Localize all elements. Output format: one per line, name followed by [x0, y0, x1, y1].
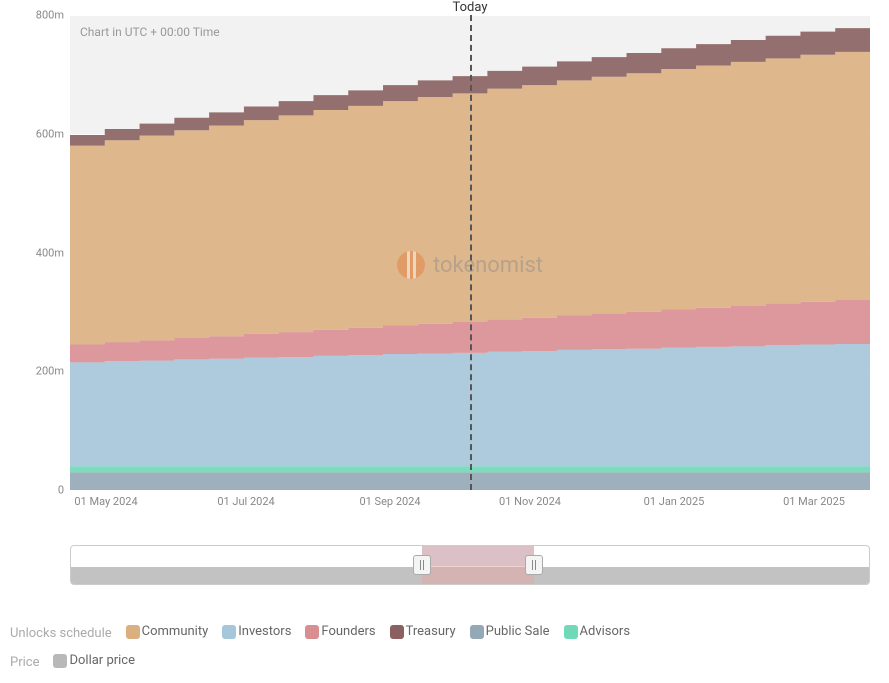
swatch-icon — [470, 625, 484, 639]
y-tick-label: 600m — [36, 127, 64, 140]
legend-item-label: Community — [142, 620, 209, 645]
legend-item-dollar-price[interactable]: Dollar price — [53, 649, 135, 674]
legend-label-unlocks: Unlocks schedule — [10, 622, 112, 647]
legend-row-price: Price Dollar price — [10, 649, 880, 678]
legend-item-community[interactable]: Community — [126, 620, 209, 645]
slider-selection — [422, 546, 534, 584]
chart-utc-note: Chart in UTC + 00:00 Time — [80, 25, 220, 39]
legend-item-label: Public Sale — [486, 620, 550, 645]
legend-item-label: Founders — [321, 620, 375, 645]
swatch-icon — [53, 654, 67, 668]
slider-handle-left[interactable] — [413, 555, 431, 575]
swatch-icon — [564, 625, 578, 639]
legend-item-public-sale[interactable]: Public Sale — [470, 620, 550, 645]
x-tick-label: 01 Jul 2024 — [217, 495, 274, 508]
gridline — [70, 490, 870, 491]
y-tick-label: 200m — [36, 365, 64, 378]
y-tick-label: 400m — [36, 246, 64, 259]
legend-item-label: Treasury — [406, 620, 456, 645]
today-line — [470, 15, 472, 490]
swatch-icon — [390, 625, 404, 639]
legend: Unlocks schedule Community Investors Found… — [10, 620, 880, 678]
range-slider[interactable] — [70, 545, 870, 585]
y-tick-label: 800m — [36, 9, 64, 22]
legend-item-label: Investors — [238, 620, 291, 645]
legend-label-price: Price — [10, 651, 39, 676]
slider-handle-right[interactable] — [525, 555, 543, 575]
x-tick-label: 01 Nov 2024 — [499, 495, 561, 508]
legend-item-advisors[interactable]: Advisors — [564, 620, 631, 645]
legend-item-treasury[interactable]: Treasury — [390, 620, 456, 645]
unlock-chart: tokenomist Today Chart in UTC + 00:00 Ti… — [70, 15, 870, 515]
swatch-icon — [305, 625, 319, 639]
legend-item-founders[interactable]: Founders — [305, 620, 375, 645]
legend-item-investors[interactable]: Investors — [222, 620, 291, 645]
x-tick-label: 01 Mar 2025 — [783, 495, 845, 508]
legend-item-label: Advisors — [580, 620, 631, 645]
x-tick-label: 01 Sep 2024 — [359, 495, 420, 508]
swatch-icon — [222, 625, 236, 639]
legend-row-unlocks: Unlocks schedule Community Investors Found… — [10, 620, 880, 649]
today-label: Today — [452, 0, 487, 15]
y-tick-label: 0 — [58, 484, 64, 497]
legend-item-label: Dollar price — [69, 649, 135, 674]
x-tick-label: 01 May 2024 — [74, 495, 137, 508]
x-tick-label: 01 Jan 2025 — [644, 495, 705, 508]
swatch-icon — [126, 625, 140, 639]
